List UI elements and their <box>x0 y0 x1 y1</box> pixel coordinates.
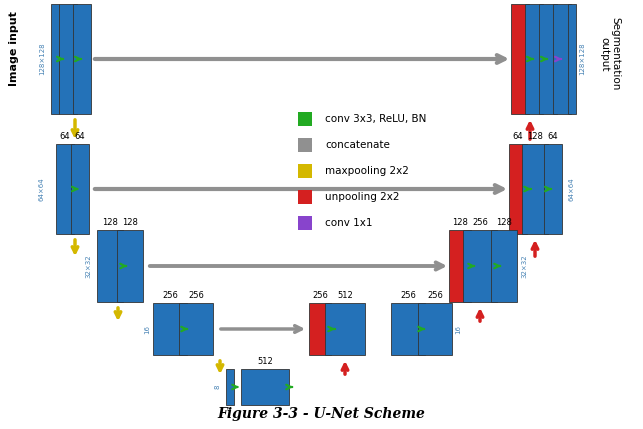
Text: 128: 128 <box>496 218 512 227</box>
Text: maxpooling 2x2: maxpooling 2x2 <box>325 166 409 176</box>
Text: 512: 512 <box>257 357 273 366</box>
Text: 16: 16 <box>455 324 461 333</box>
Text: 1: 1 <box>52 0 58 1</box>
Bar <box>418 303 452 355</box>
Text: 128: 128 <box>122 218 138 227</box>
Text: 64: 64 <box>512 132 523 141</box>
Text: 32: 32 <box>543 0 554 1</box>
Bar <box>73 4 91 114</box>
Bar <box>553 4 571 114</box>
Bar <box>179 303 213 355</box>
Bar <box>522 144 548 234</box>
Text: 256: 256 <box>188 291 204 300</box>
Bar <box>153 303 187 355</box>
Text: 8: 8 <box>215 385 221 389</box>
Bar <box>525 4 543 114</box>
Bar <box>51 4 59 114</box>
Bar <box>56 144 74 234</box>
Bar <box>568 4 576 114</box>
Bar <box>463 230 497 302</box>
Bar <box>391 303 425 355</box>
Text: 64×64: 64×64 <box>39 177 45 201</box>
Text: 32×32: 32×32 <box>521 254 527 278</box>
Bar <box>298 112 312 126</box>
Text: 64: 64 <box>60 132 70 141</box>
Text: conv 3x3, ReLU, BN: conv 3x3, ReLU, BN <box>325 114 426 124</box>
Text: 64: 64 <box>75 132 86 141</box>
Text: 128×128: 128×128 <box>39 43 45 76</box>
Bar <box>117 230 143 302</box>
Text: 64: 64 <box>529 0 539 1</box>
Text: 256: 256 <box>312 291 328 300</box>
Bar <box>309 303 331 355</box>
Text: 64: 64 <box>548 132 558 141</box>
Bar <box>298 138 312 152</box>
Bar <box>241 369 289 405</box>
Text: 32: 32 <box>514 0 525 1</box>
Text: 256: 256 <box>427 291 443 300</box>
Text: Segmentation
output: Segmentation output <box>599 17 620 91</box>
Bar <box>509 144 527 234</box>
Bar <box>298 190 312 204</box>
Text: 256: 256 <box>400 291 416 300</box>
Bar <box>298 216 312 230</box>
Text: 16: 16 <box>144 324 150 333</box>
Bar <box>325 303 365 355</box>
Text: 2: 2 <box>569 0 575 1</box>
Text: 128: 128 <box>452 218 468 227</box>
Text: 32: 32 <box>77 0 87 1</box>
Text: 256: 256 <box>472 218 488 227</box>
Text: concatenate: concatenate <box>325 140 390 150</box>
Bar <box>544 144 562 234</box>
Bar <box>511 4 529 114</box>
Bar <box>59 4 77 114</box>
Bar <box>449 230 471 302</box>
Bar <box>97 230 123 302</box>
Bar <box>71 144 89 234</box>
Text: 512: 512 <box>337 291 353 300</box>
Text: 32: 32 <box>557 0 567 1</box>
Text: Image input: Image input <box>9 12 19 86</box>
Text: 256: 256 <box>162 291 178 300</box>
Text: unpooling 2x2: unpooling 2x2 <box>325 192 399 202</box>
Text: 32×32: 32×32 <box>85 254 91 278</box>
Bar <box>491 230 517 302</box>
Text: 64×64: 64×64 <box>569 177 575 201</box>
Text: 128×128: 128×128 <box>579 43 585 76</box>
Text: 32: 32 <box>62 0 73 1</box>
Text: Figure 3-3 - U-Net Scheme: Figure 3-3 - U-Net Scheme <box>217 407 425 421</box>
Text: conv 1x1: conv 1x1 <box>325 218 372 228</box>
Bar <box>298 164 312 178</box>
Text: 128: 128 <box>102 218 118 227</box>
Bar <box>539 4 557 114</box>
Text: 128: 128 <box>527 132 543 141</box>
Bar <box>226 369 234 405</box>
